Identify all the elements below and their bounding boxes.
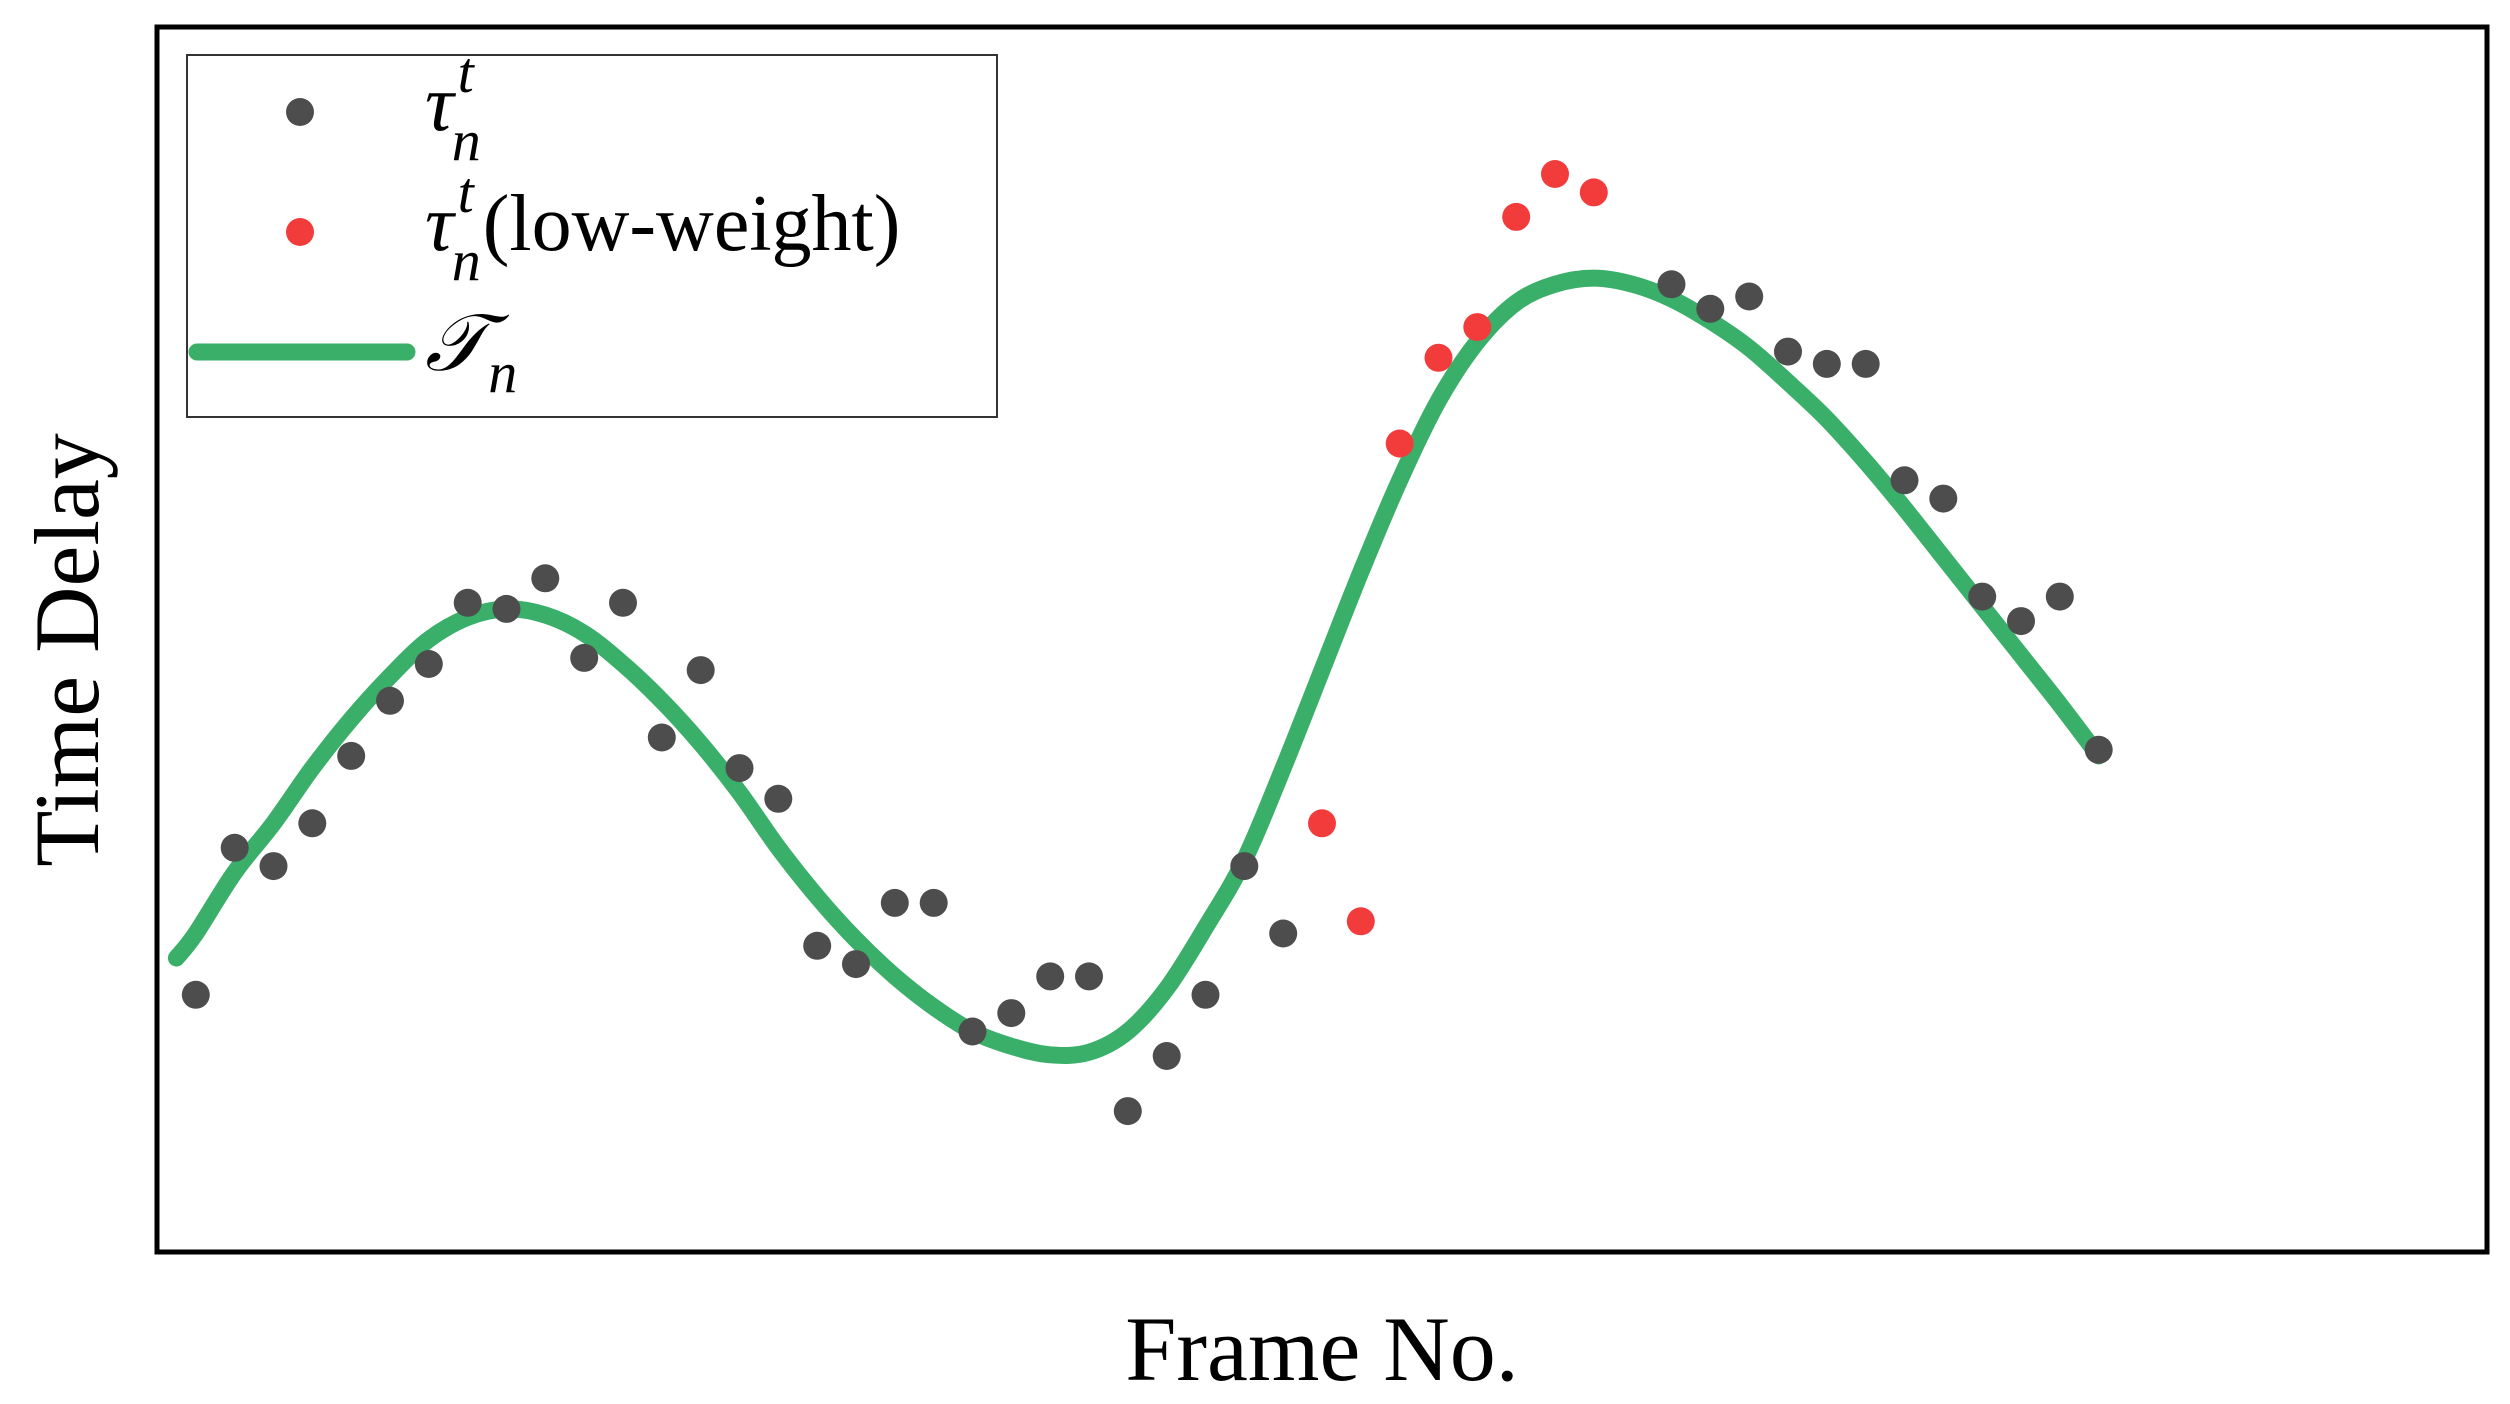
data-point-27 bbox=[1230, 852, 1259, 881]
data-point-23 bbox=[1075, 962, 1103, 991]
data-point-10 bbox=[570, 643, 599, 672]
legend-superscript: t bbox=[458, 160, 476, 225]
data-point-7 bbox=[453, 588, 482, 617]
data-point-17 bbox=[842, 950, 870, 979]
low-weight-point-4 bbox=[1463, 313, 1492, 342]
legend-entries: τt nτt n(low-weight)𝒯n bbox=[188, 40, 900, 405]
data-point-6 bbox=[414, 650, 443, 678]
data-point-26 bbox=[1191, 980, 1220, 1009]
data-point-12 bbox=[647, 723, 676, 752]
data-point-13 bbox=[686, 656, 715, 685]
data-point-34 bbox=[1851, 349, 1880, 378]
data-point-36 bbox=[1929, 484, 1958, 513]
data-point-35 bbox=[1890, 466, 1919, 495]
data-point-4 bbox=[337, 741, 366, 770]
low-weight-point-6 bbox=[1541, 160, 1569, 188]
data-point-16 bbox=[803, 931, 832, 960]
data-point-0 bbox=[181, 980, 210, 1009]
data-point-28 bbox=[1269, 919, 1298, 948]
data-point-22 bbox=[1036, 962, 1065, 991]
y-axis-title: Time Delay bbox=[16, 433, 118, 867]
legend: τt nτt n(low-weight)𝒯n bbox=[186, 40, 998, 418]
data-point-32 bbox=[1774, 337, 1802, 366]
fitted-curve bbox=[167, 269, 2108, 1064]
data-point-1 bbox=[220, 833, 249, 862]
data-point-18 bbox=[880, 888, 909, 917]
data-point-39 bbox=[2045, 582, 2074, 611]
plot-area bbox=[154, 24, 2490, 1255]
data-point-9 bbox=[531, 564, 560, 593]
low-weight-point-2 bbox=[1385, 429, 1414, 458]
low-weight-point-7 bbox=[1579, 178, 1608, 207]
data-point-31 bbox=[1735, 282, 1764, 311]
legend-symbol: τ bbox=[425, 180, 457, 268]
x-axis-title: Frame No. bbox=[1125, 1298, 1518, 1400]
data-point-25 bbox=[1152, 1042, 1181, 1070]
legend-suffix: (low-weight) bbox=[483, 180, 901, 268]
data-point-8 bbox=[492, 594, 521, 623]
data-point-40 bbox=[2084, 735, 2113, 764]
plot-frame bbox=[154, 24, 2490, 1255]
data-point-29 bbox=[1657, 270, 1686, 299]
data-point-2 bbox=[259, 852, 288, 881]
data-point-19 bbox=[919, 888, 948, 917]
low-weight-point-1 bbox=[1346, 907, 1375, 936]
series-line-layer bbox=[167, 269, 2108, 1064]
legend-marker-swatch-0 bbox=[286, 98, 314, 126]
legend-label-0: τt n bbox=[425, 40, 481, 173]
legend-symbol: τ bbox=[425, 60, 457, 148]
data-point-24 bbox=[1113, 1097, 1142, 1126]
legend-subscript: n bbox=[452, 108, 481, 173]
data-point-20 bbox=[958, 1017, 987, 1046]
legend-subscript: n bbox=[452, 228, 481, 293]
legend-marker-swatch-1 bbox=[286, 218, 314, 246]
data-point-15 bbox=[764, 784, 793, 813]
data-point-5 bbox=[376, 686, 404, 715]
low-weight-point-5 bbox=[1502, 202, 1531, 231]
legend-label-1: τt n(low-weight) bbox=[425, 160, 900, 293]
legend-subscript: n bbox=[488, 340, 517, 405]
legend-superscript: t bbox=[458, 40, 476, 105]
low-weight-point-3 bbox=[1424, 343, 1453, 372]
low-weight-point-0 bbox=[1308, 809, 1336, 838]
data-point-33 bbox=[1812, 349, 1841, 378]
data-point-11 bbox=[609, 588, 637, 617]
data-point-38 bbox=[2007, 607, 2035, 636]
data-point-21 bbox=[997, 999, 1026, 1028]
data-point-3 bbox=[298, 809, 327, 838]
series-points-layer bbox=[181, 160, 2113, 1126]
data-point-37 bbox=[1968, 582, 1997, 611]
data-point-30 bbox=[1696, 294, 1725, 323]
data-point-14 bbox=[725, 754, 754, 783]
